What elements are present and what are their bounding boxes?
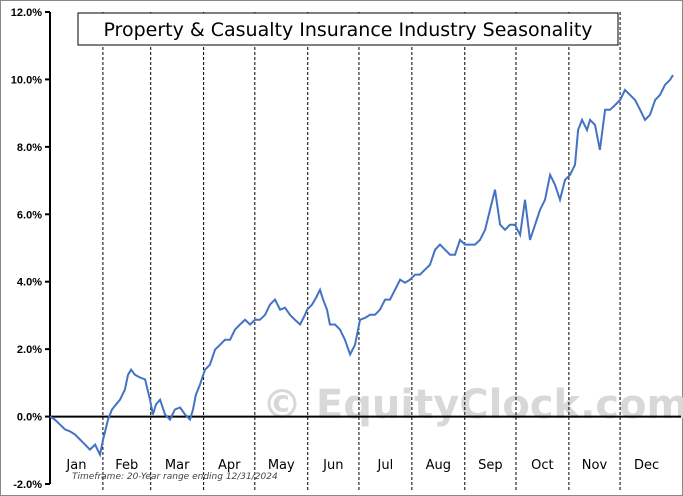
month-label: Sep [478, 458, 503, 473]
watermark: © EquityClock.com [262, 382, 683, 428]
month-gridlines [102, 12, 621, 492]
chart-title: Property & Casualty Insurance Industry S… [103, 19, 592, 41]
series-line [49, 74, 674, 458]
month-label: May [268, 458, 295, 473]
y-tick-label: 10.0% [11, 74, 42, 86]
month-label: Feb [115, 458, 138, 473]
y-axis: -2.0% 0.0% 2.0% 4.0% 6.0% 8.0% 10.0% 12.0% [11, 7, 51, 491]
title-box: Property & Casualty Insurance Industry S… [77, 12, 619, 46]
y-tick-label: 0.0% [17, 412, 42, 424]
x-axis-month-labels: Jan Feb Mar Apr May Jun Jul Aug Sep Oct Nov Dec [65, 458, 659, 473]
y-tick-label: 2.0% [17, 344, 42, 356]
y-tick-label: -2.0% [13, 479, 42, 491]
y-tick-label: 4.0% [17, 277, 42, 289]
month-label: Jun [322, 458, 343, 473]
month-label: Apr [218, 458, 241, 473]
month-label: Oct [531, 458, 553, 473]
month-label: Jan [65, 458, 86, 473]
y-tick-label: 6.0% [17, 209, 42, 221]
timeframe-annotation: Timeframe: 20-Year range ending 12/31/20… [72, 472, 278, 482]
month-label: Jul [377, 458, 394, 473]
month-label: Mar [165, 458, 190, 473]
y-tick-label: 12.0% [11, 7, 42, 19]
y-tick-label: 8.0% [17, 142, 42, 154]
month-label: Aug [426, 458, 451, 473]
month-label: Dec [634, 458, 659, 473]
month-label: Nov [582, 458, 608, 473]
